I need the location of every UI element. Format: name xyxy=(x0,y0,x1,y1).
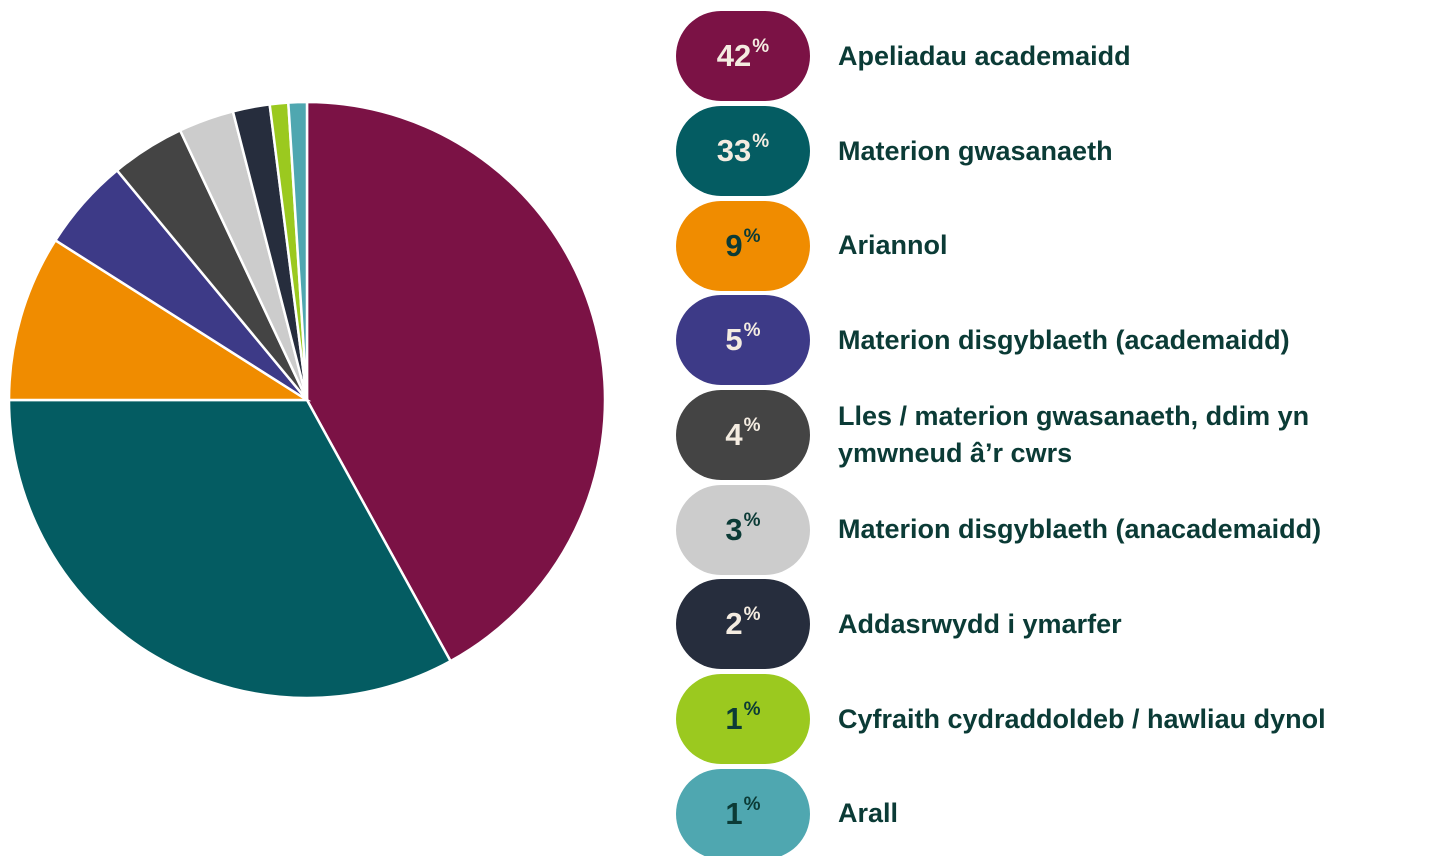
legend: 42% Apeliadau academaidd 33% Materion gwasa… xyxy=(676,9,1446,856)
pie-slice xyxy=(286,100,309,401)
legend-item: 4% Lles / materion gwasanaeth, ddim yn ym… xyxy=(676,388,1446,483)
legend-label: Addasrwydd i ymarfer xyxy=(838,608,1122,639)
legend-pill: 3% xyxy=(676,484,810,575)
legend-pill: 1% xyxy=(676,674,810,765)
legend-pill: 2% xyxy=(676,579,810,670)
legend-label: Cyfraith cydraddoldeb / hawliau dynol xyxy=(838,703,1326,734)
legend-item: 33% Materion gwasanaeth xyxy=(676,104,1446,199)
legend-item: 9% Ariannol xyxy=(676,198,1446,293)
legend-item: 3% Materion disgyblaeth (anacademaidd) xyxy=(676,482,1446,577)
legend-item: 2% Addasrwydd i ymarfer xyxy=(676,577,1446,672)
pie-slice xyxy=(7,238,312,402)
legend-label: Materion disgyblaeth (academaidd) xyxy=(838,324,1290,355)
legend-pill: 4% xyxy=(676,390,810,481)
legend-pill: 9% xyxy=(676,200,810,291)
legend-item: 42% Apeliadau academaidd xyxy=(676,9,1446,104)
legend-pill: 1% xyxy=(676,768,810,856)
legend-label: Arall xyxy=(838,798,899,829)
legend-pill: 5% xyxy=(676,295,810,386)
pie-slice xyxy=(305,100,607,663)
legend-item: 1% Arall xyxy=(676,767,1446,856)
legend-label: Ariannol xyxy=(838,230,948,261)
legend-pill: 33% xyxy=(676,106,810,197)
legend-label: Materion disgyblaeth (anacademaidd) xyxy=(838,514,1322,545)
legend-label: Lles / materion gwasanaeth, ddim yn ymwn… xyxy=(838,401,1310,469)
legend-label: Materion gwasanaeth xyxy=(838,135,1113,166)
pie xyxy=(7,100,607,700)
legend-pill: 42% xyxy=(676,11,810,102)
legend-label: Apeliadau academaidd xyxy=(838,40,1131,71)
legend-item: 5% Materion disgyblaeth (academaidd) xyxy=(676,293,1446,388)
legend-item: 1% Cyfraith cydraddoldeb / hawliau dynol xyxy=(676,672,1446,767)
pie-slice xyxy=(7,398,453,700)
